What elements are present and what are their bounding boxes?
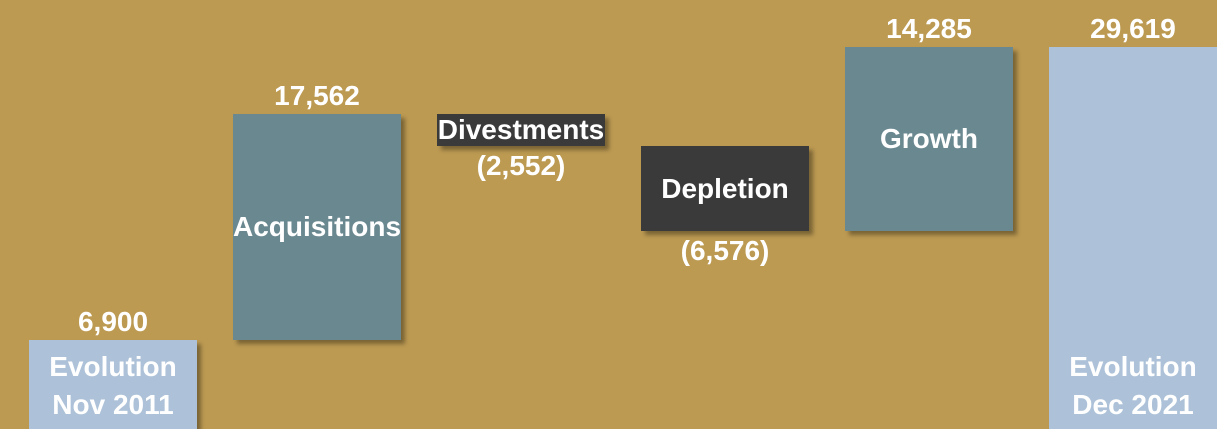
bar bbox=[233, 113, 401, 340]
category-label: Evolution Dec 2021 bbox=[1069, 351, 1197, 420]
bar bbox=[1049, 47, 1217, 429]
value-label: 6,900 bbox=[77, 306, 149, 337]
value-label: 14,285 bbox=[886, 13, 972, 44]
value-label: 29,619 bbox=[1090, 13, 1176, 44]
category-label: Evolution Nov 2011 bbox=[49, 351, 177, 420]
category-label: Growth bbox=[880, 123, 978, 155]
category-label: Depletion bbox=[661, 172, 789, 204]
bar bbox=[845, 47, 1013, 232]
value-label: (2,552) bbox=[476, 150, 566, 182]
bar bbox=[641, 146, 809, 232]
bar bbox=[29, 340, 197, 429]
category-label: Acquisitions bbox=[233, 210, 402, 242]
value-label: 17,562 bbox=[274, 79, 360, 111]
bar bbox=[437, 113, 605, 147]
category-label: Divestments bbox=[437, 113, 605, 145]
value-label: (6,576) bbox=[680, 235, 770, 267]
